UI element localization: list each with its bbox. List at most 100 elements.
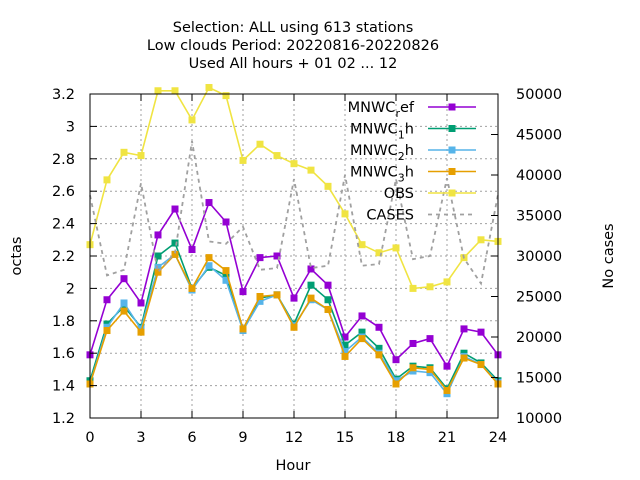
ticks: 0 3 6 9 12 15 18 21 24 1.2 1.4 1.6 1.8 2 2.2 2.4 2.6 2.8 3…: [52, 87, 562, 446]
data-point: [137, 328, 145, 336]
data-point: [256, 140, 264, 148]
data-point: [358, 335, 366, 343]
data-point: [120, 275, 128, 283]
data-point: [103, 327, 111, 335]
x-tick-label: 15: [336, 430, 354, 446]
data-point: [324, 281, 332, 289]
y2-tick-label: 25000: [516, 290, 562, 306]
data-point: [256, 254, 264, 262]
data-point: [103, 296, 111, 304]
data-point: [426, 365, 434, 373]
data-point: [188, 284, 196, 292]
data-point: [137, 299, 145, 307]
data-point: [358, 312, 366, 320]
y-tick-label: 1.4: [52, 379, 75, 395]
data-point: [409, 339, 417, 347]
data-point: [273, 152, 281, 160]
data-point: [154, 252, 162, 260]
data-point: [307, 166, 315, 174]
data-point: [205, 254, 213, 262]
data-point: [358, 241, 366, 249]
data-point: [154, 87, 162, 95]
data-point: [290, 160, 298, 168]
data-point: [409, 284, 417, 292]
legend-marker: [448, 189, 456, 197]
x-tick-label: 12: [285, 430, 303, 446]
data-point: [443, 362, 451, 370]
data-point: [307, 294, 315, 302]
data-point: [239, 288, 247, 296]
y2-tick-label: 10000: [516, 411, 562, 427]
x-tick-label: 0: [85, 430, 94, 446]
data-point: [477, 361, 485, 369]
data-point: [222, 92, 230, 100]
data-point: [154, 231, 162, 239]
data-point: [120, 148, 128, 156]
data-point: [375, 249, 383, 257]
y-tick-label: 3.2: [52, 87, 75, 103]
data-point: [443, 386, 451, 394]
data-point: [120, 299, 128, 307]
series-line: [89, 140, 499, 286]
legend-entry: MNWC2h: [350, 143, 476, 163]
y-tick-label: 1.2: [52, 411, 75, 427]
data-point: [341, 352, 349, 360]
data-point: [222, 267, 230, 275]
data-point: [392, 380, 400, 388]
series-line: [89, 86, 499, 290]
data-point: [477, 236, 485, 244]
data-point: [171, 250, 179, 258]
x-tick-label: 18: [387, 430, 405, 446]
y-tick-label: 2.4: [52, 217, 75, 233]
data-point: [205, 262, 213, 270]
data-point: [222, 276, 230, 284]
y2-tick-label: 15000: [516, 371, 562, 387]
data-point: [205, 84, 213, 92]
grid: [90, 94, 498, 418]
x-tick-label: 6: [187, 430, 196, 446]
data-point: [409, 364, 417, 372]
data-point: [188, 116, 196, 124]
data-point: [358, 328, 366, 336]
legend-label: MNWCref: [348, 100, 415, 120]
legend-label: MNWC3h: [350, 165, 414, 185]
y-tick-label: 2.2: [52, 249, 75, 265]
data-point: [103, 176, 111, 184]
chart-title: Selection: ALL using 613 stations Low clo…: [147, 20, 439, 72]
legend-marker: [448, 146, 456, 154]
data-point: [443, 278, 451, 286]
data-point: [171, 205, 179, 213]
data-point: [154, 268, 162, 276]
data-point: [341, 210, 349, 218]
x-tick-label: 3: [136, 430, 145, 446]
data-point: [392, 244, 400, 252]
data-point: [222, 271, 230, 279]
y-tick-label: 3: [66, 119, 75, 135]
y-tick-label: 1.6: [52, 346, 75, 362]
x-tick-label: 24: [489, 430, 507, 446]
data-point: [171, 239, 179, 247]
x-tick-label: 21: [438, 430, 456, 446]
data-point: [290, 294, 298, 302]
data-point: [171, 87, 179, 95]
data-point: [392, 356, 400, 364]
y2-tick-label: 40000: [516, 168, 562, 184]
data-point: [273, 291, 281, 299]
data-point: [273, 252, 281, 260]
data-point: [341, 348, 349, 356]
y2-tick-label: 20000: [516, 330, 562, 346]
data-point: [137, 152, 145, 160]
data-point: [256, 293, 264, 300]
title-line: Used All hours + 01 02 ... 12: [189, 56, 398, 72]
legend-label: MNWC2h: [350, 143, 414, 163]
data-point: [256, 297, 264, 305]
data-point: [290, 323, 298, 331]
y2-tick-label: 45000: [516, 128, 562, 144]
data-point: [426, 283, 434, 291]
y2-tick-label: 50000: [516, 87, 562, 103]
legend-marker: [448, 103, 456, 111]
data-point: [307, 265, 315, 273]
y-tick-label: 1.8: [52, 314, 75, 330]
